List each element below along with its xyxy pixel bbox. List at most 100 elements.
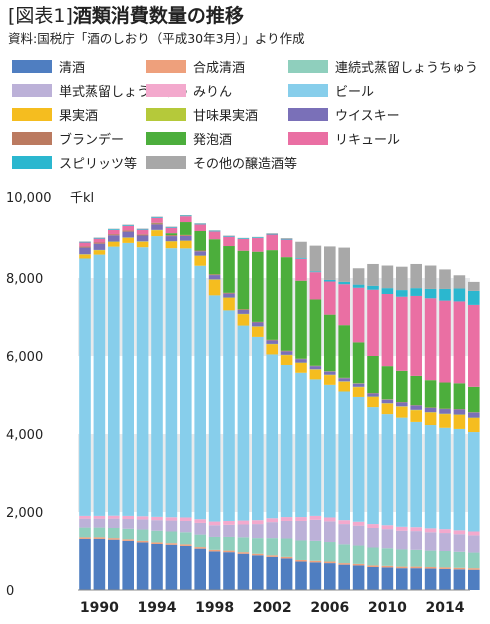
bar-segment bbox=[208, 521, 221, 526]
bar-segment bbox=[165, 543, 178, 545]
bar-segment bbox=[352, 268, 365, 285]
bar-segment bbox=[122, 230, 134, 232]
bar-segment bbox=[468, 290, 480, 305]
bar-segment bbox=[453, 569, 466, 590]
bar-segment bbox=[208, 549, 221, 552]
x-tick-label: 1990 bbox=[80, 600, 119, 616]
legend-item: 果実酒 bbox=[12, 104, 98, 124]
bar-segment bbox=[295, 540, 307, 560]
bar-segment bbox=[352, 387, 365, 397]
bar-segment bbox=[79, 241, 91, 243]
bar-segment bbox=[295, 258, 307, 259]
bar-segment bbox=[410, 566, 422, 569]
bar-segment bbox=[338, 281, 350, 285]
bar-segment bbox=[410, 410, 422, 422]
bar-segment bbox=[165, 520, 178, 532]
bar-segment bbox=[280, 538, 293, 557]
bar-segment bbox=[352, 545, 365, 564]
bar-segment bbox=[280, 364, 293, 518]
bar-segment bbox=[266, 522, 278, 539]
bar-segment bbox=[223, 520, 235, 525]
bar-segment bbox=[381, 414, 394, 526]
bar-segment bbox=[439, 300, 451, 383]
bar-segment bbox=[108, 229, 120, 230]
bar-segment bbox=[180, 520, 192, 533]
legend-item: 清酒 bbox=[12, 56, 85, 76]
bar-segment bbox=[439, 414, 451, 428]
bar-segment bbox=[396, 530, 408, 550]
bar-segment bbox=[122, 540, 134, 590]
x-tick-label: 1998 bbox=[195, 600, 234, 616]
bar-segment bbox=[381, 565, 394, 568]
bar-segment bbox=[410, 405, 422, 410]
bar-segment bbox=[309, 369, 322, 380]
bar-segment bbox=[280, 238, 293, 240]
bar-segment bbox=[396, 296, 408, 371]
bar-segment bbox=[108, 538, 120, 540]
bar-segment bbox=[93, 518, 106, 528]
y-tick-label: 8,000 bbox=[6, 272, 43, 287]
bar-segment bbox=[252, 336, 264, 521]
bar-segment bbox=[396, 417, 408, 527]
bar-segment bbox=[295, 258, 307, 281]
bar-segment bbox=[468, 569, 480, 590]
bar-segment bbox=[93, 538, 106, 590]
bar-segment bbox=[324, 521, 336, 543]
legend-item: 連続式蒸留しょうちゅう bbox=[288, 56, 478, 76]
bar-segment bbox=[151, 230, 163, 237]
bar-segment bbox=[468, 552, 480, 569]
bar-segment bbox=[252, 237, 264, 239]
legend-item: 甘味果実酒 bbox=[146, 104, 258, 124]
bar-segment bbox=[338, 391, 350, 521]
bar-segment bbox=[237, 520, 250, 525]
bar-segment bbox=[194, 547, 206, 549]
legend-swatch bbox=[288, 131, 328, 145]
bar-segment bbox=[93, 237, 106, 239]
legend-swatch bbox=[288, 83, 328, 97]
bar-segment bbox=[453, 551, 466, 568]
bar-segment bbox=[266, 354, 278, 519]
bar-segment bbox=[280, 520, 293, 539]
title-tag: [図表1] bbox=[8, 5, 73, 27]
legend-swatch bbox=[12, 83, 52, 97]
bar-segment bbox=[223, 550, 235, 553]
bar-segment bbox=[453, 534, 466, 552]
bar-segment bbox=[79, 527, 91, 538]
bar-segment bbox=[396, 406, 408, 418]
bar-segment bbox=[324, 542, 336, 562]
x-tick-label: 2014 bbox=[426, 600, 465, 616]
bar-segment bbox=[410, 263, 422, 289]
bar-segment bbox=[439, 409, 451, 414]
legend-item: ウイスキー bbox=[288, 104, 400, 124]
bar-segment bbox=[367, 527, 379, 548]
legend-swatch bbox=[12, 155, 52, 169]
bar-segment bbox=[151, 520, 163, 531]
bar-segment bbox=[180, 240, 192, 249]
bar-segment bbox=[367, 263, 379, 286]
bar-segment bbox=[367, 356, 379, 394]
bar-segment bbox=[165, 241, 178, 249]
bar-segment bbox=[352, 396, 365, 522]
bar-segment bbox=[237, 553, 250, 590]
bar-segment bbox=[194, 255, 206, 266]
x-tick-label: 1994 bbox=[138, 600, 177, 616]
bar-segment bbox=[223, 293, 235, 298]
bar-segment bbox=[468, 304, 480, 387]
legend-swatch bbox=[146, 107, 186, 121]
bar-segment bbox=[396, 526, 408, 531]
bar-segment bbox=[79, 246, 91, 248]
bar-segment bbox=[122, 231, 134, 238]
bar-segment bbox=[136, 540, 149, 543]
bar-segment bbox=[381, 288, 394, 294]
bar-segment bbox=[237, 552, 250, 554]
bar-segment bbox=[367, 285, 379, 290]
bar-segment bbox=[338, 378, 350, 382]
bar-segment bbox=[367, 524, 379, 528]
bar-segment bbox=[309, 540, 322, 561]
bar-segment bbox=[396, 566, 408, 569]
bar-segment bbox=[309, 271, 322, 273]
bar-segment bbox=[79, 247, 91, 255]
bar-segment bbox=[108, 235, 120, 242]
bar-segment bbox=[223, 536, 235, 551]
legend-item: 発泡酒 bbox=[146, 128, 232, 148]
